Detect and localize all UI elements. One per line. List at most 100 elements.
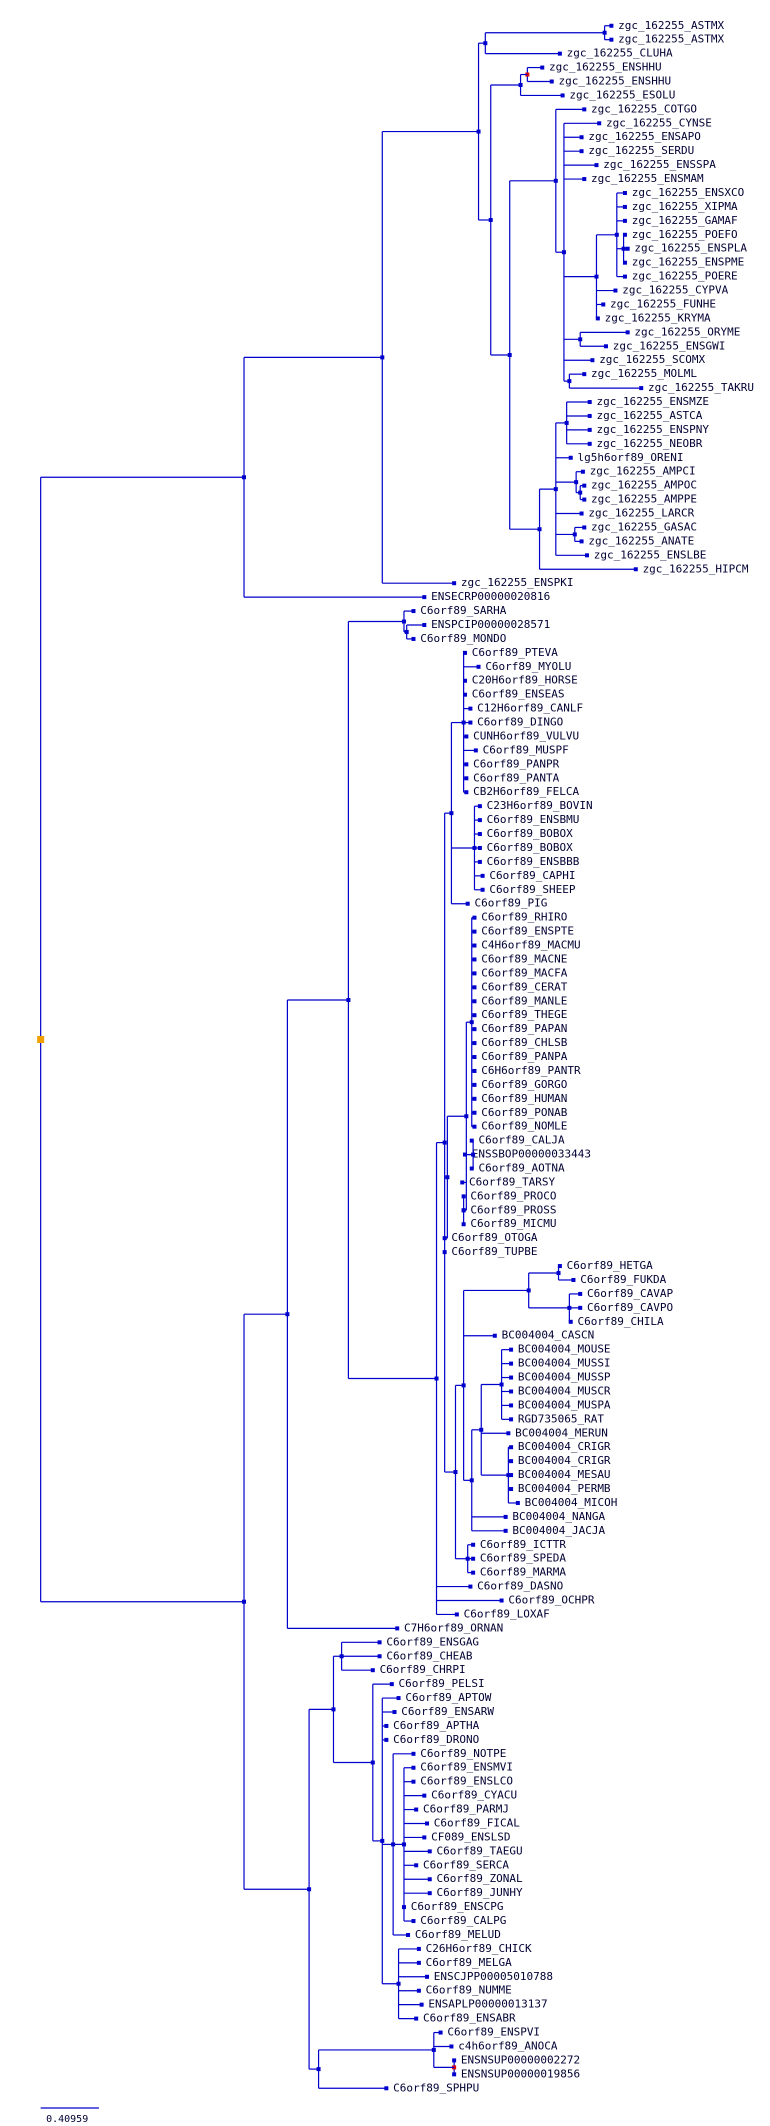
leaf-label: zgc_162255_SCOMX <box>599 353 705 366</box>
leaf-label: zgc_162255_GASAC <box>591 520 697 533</box>
leaf-label: zgc_162255_COTGO <box>591 102 697 115</box>
leaf-label: C6orf89_MANLE <box>481 994 567 1007</box>
leaf-label: C6orf89_ENSPTE <box>481 925 574 938</box>
leaf-label: BC004004_MUSPA <box>518 1398 611 1411</box>
leaf-label: zgc_162255_ENSLBE <box>594 548 707 561</box>
leaf-label: zgc_162255_ENSMAM <box>591 172 704 185</box>
leaf-label: BC004004_CASCN <box>502 1329 595 1342</box>
leaf-label: zgc_162255_CLUHA <box>567 47 673 60</box>
leaf-label: C6orf89_MICMU <box>470 1217 556 1230</box>
leaf-label: lg5h6orf89_ORENI <box>578 451 684 464</box>
leaf-label: C6orf89_FUKDA <box>580 1273 666 1286</box>
node-marker <box>509 1487 514 1492</box>
leaf-label: zgc_162255_XIPMA <box>632 200 738 213</box>
leaf-label: zgc_162255_ENSGWI <box>613 339 726 352</box>
leaf-label: zgc_162255_CYNSE <box>606 116 712 129</box>
leaf-label: BC004004_CRIGR <box>518 1454 611 1467</box>
leaf-label: C6orf89_ENSABR <box>423 2012 516 2025</box>
node-marker <box>509 1473 514 1478</box>
leaf-label: zgc_162255_ENSHHU <box>559 75 672 88</box>
leaf-label: C6orf89_SHEEP <box>489 883 575 896</box>
leaf-label: ENSECRP00000020816 <box>431 590 550 603</box>
leaf-label: C6orf89_PANTA <box>473 771 559 784</box>
leaf-label: C6orf89_NOMLE <box>481 1120 567 1133</box>
leaf-label: C6orf89_DINGO <box>477 716 563 729</box>
leaf-label: C6orf89_SPEDA <box>480 1552 566 1565</box>
leaf-label: C6orf89_BOBOX <box>487 827 573 840</box>
node-marker <box>509 1389 514 1394</box>
leaf-label: zgc_162255_HIPCM <box>643 562 749 575</box>
node-marker <box>509 1375 514 1380</box>
leaf-label: C6orf89_CALPG <box>420 1914 506 1927</box>
leaf-label: C6orf89_TARSY <box>469 1175 555 1188</box>
leaf-label: zgc_162255_ASTMX <box>618 19 724 32</box>
leaf-label: ENSPCIP00000028571 <box>431 618 550 631</box>
leaf-label: ENSCJPP00005010788 <box>434 1970 553 1983</box>
leaf-label: C6orf89_ENSMVI <box>420 1761 513 1774</box>
leaf-label: C6H6orf89_PANTR <box>481 1064 581 1077</box>
leaf-label: C6orf89_ENSLCO <box>420 1775 513 1788</box>
leaf-label: CF089_ENSLSD <box>431 1830 510 1843</box>
leaf-label: ENSNSUP00000002272 <box>461 2053 580 2066</box>
leaf-label: zgc_162255_NEOBR <box>596 437 702 450</box>
leaf-label: zgc_162255_KRYMA <box>605 311 711 324</box>
leaf-label: C6orf89_MONDO <box>420 632 506 645</box>
leaf-label: C6orf89_BOBOX <box>487 841 573 854</box>
leaf-label: zgc_162255_MOLML <box>591 367 697 380</box>
leaf-label: C6orf89_PONAB <box>481 1106 567 1119</box>
leaf-label: C6orf89_NOTPE <box>420 1747 506 1760</box>
leaf-label: C6orf89_HUMAN <box>481 1092 567 1105</box>
leaf-label: C6orf89_ENSCPG <box>411 1900 504 1913</box>
leaf-label: C6orf89_DASNO <box>477 1580 563 1593</box>
leaf-label: zgc_162255_ENSPKI <box>461 576 574 589</box>
leaf-label: BC004004_MUSCR <box>518 1384 611 1397</box>
leaf-label: ENSAPLP00000013137 <box>428 1998 547 2011</box>
leaf-label: C6orf89_SPHPU <box>393 2081 479 2094</box>
leaf-label: BC004004_PERMB <box>518 1482 611 1495</box>
leaf-label: zgc_162255_POERE <box>632 270 738 283</box>
leaf-label: C6orf89_GORGO <box>481 1078 567 1091</box>
leaf-label: CUNH6orf89_VULVU <box>473 729 579 742</box>
leaf-label: zgc_162255_ENSMZE <box>596 395 709 408</box>
leaf-label: C6orf89_MYOLU <box>485 660 571 673</box>
leaf-label: ENSNSUP00000019856 <box>461 2067 580 2080</box>
leaf-label: zgc_162255_ASTCA <box>596 409 702 422</box>
leaf-label: C6orf89_ENSARW <box>401 1705 494 1718</box>
leaf-label: C6orf89_CHLSB <box>481 1036 567 1049</box>
leaf-label: C6orf89_CHILA <box>578 1315 664 1328</box>
leaf-label: C6orf89_PTEVA <box>472 646 558 659</box>
node-marker <box>509 1403 514 1408</box>
leaf-label: C6orf89_APTOW <box>405 1691 491 1704</box>
leaf-label: C6orf89_ICTTR <box>480 1538 566 1551</box>
leaf-label: C6orf89_MUSPF <box>483 743 569 756</box>
leaf-label: C6orf89_PELSI <box>399 1677 485 1690</box>
leaf-label: C23H6orf89_BOVIN <box>487 799 593 812</box>
leaf-label: C6orf89_PANPA <box>481 1050 567 1063</box>
leaf-label: zgc_162255_ENSPME <box>632 256 745 269</box>
leaf-label: zgc_162255_ANATE <box>588 534 694 547</box>
leaf-label: C6orf89_PROSS <box>470 1203 556 1216</box>
leaf-label: C6orf89_ENSBMU <box>487 813 580 826</box>
leaf-label: C6orf89_PANPR <box>473 757 559 770</box>
leaf-label: BC004004_NANGA <box>512 1510 605 1523</box>
leaf-label: BC004004_MUSSI <box>518 1357 611 1370</box>
node-marker <box>509 1459 514 1464</box>
leaf-label: zgc_162255_ENSPLA <box>634 242 747 255</box>
leaf-label: C6orf89_AOTNA <box>479 1162 565 1175</box>
leaf-label: BC004004_MOUSE <box>518 1343 611 1356</box>
leaf-label: C6orf89_TAEGU <box>437 1844 523 1857</box>
leaf-label: zgc_162255_AMPCI <box>590 465 696 478</box>
leaf-label: C6orf89_PIG <box>474 897 547 910</box>
leaf-label: C6orf89_ENSBBB <box>487 855 580 868</box>
leaf-label: C6orf89_ENSEAS <box>472 688 565 701</box>
leaf-label: C6orf89_CHEAB <box>386 1649 472 1662</box>
leaf-label: C6orf89_CAVPO <box>587 1301 673 1314</box>
leaf-label: C6orf89_CYACU <box>431 1789 517 1802</box>
node-marker <box>509 1417 514 1422</box>
leaf-label: C20H6orf89_HORSE <box>472 674 578 687</box>
leaf-label: zgc_162255_ENSAPO <box>588 130 701 143</box>
leaf-label: zgc_162255_CYPVA <box>622 284 728 297</box>
leaf-label: zgc_162255_AMPOC <box>591 479 697 492</box>
leaf-label: C6orf89_APTHA <box>393 1719 479 1732</box>
leaf-label: C6orf89_HETGA <box>567 1259 653 1272</box>
